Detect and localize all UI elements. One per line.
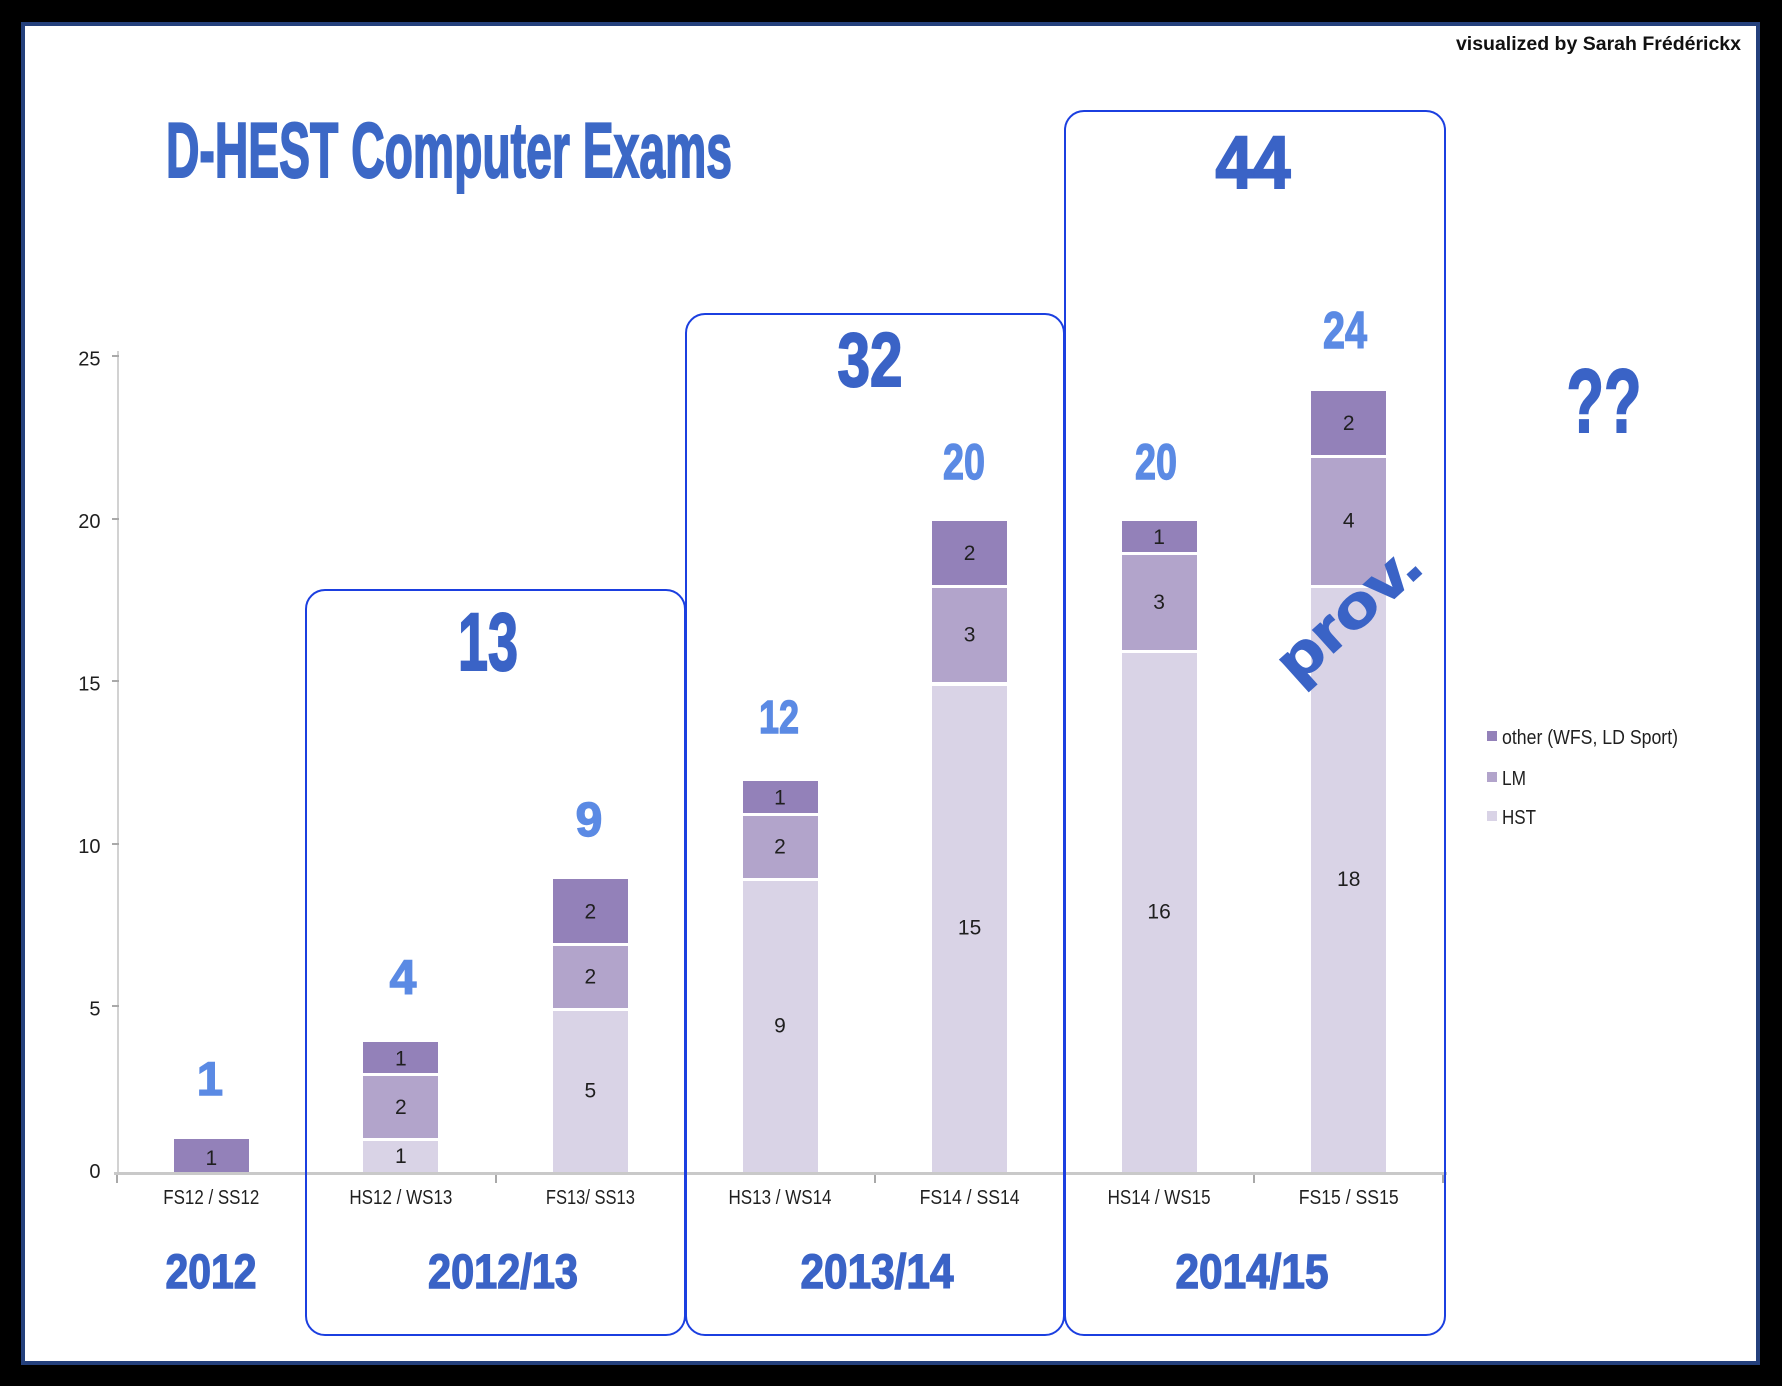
svg-text:18: 18 — [1337, 868, 1360, 891]
svg-text:3: 3 — [1153, 591, 1165, 614]
svg-text:2: 2 — [964, 542, 976, 565]
svg-text:0: 0 — [89, 1161, 100, 1183]
svg-text:FS12 / SS12: FS12 / SS12 — [163, 1187, 259, 1209]
svg-text:visualized by Sarah Frédérickx: visualized by Sarah Frédérickx — [1456, 33, 1741, 55]
svg-text:2012: 2012 — [166, 1246, 257, 1299]
svg-text:HS12 / WS13: HS12 / WS13 — [349, 1187, 452, 1209]
svg-text:FS14 / SS14: FS14 / SS14 — [920, 1187, 1020, 1209]
svg-text:20: 20 — [1135, 434, 1177, 490]
svg-text:HS13 / WS14: HS13 / WS14 — [729, 1187, 832, 1209]
svg-text:1: 1 — [395, 1048, 407, 1071]
svg-text:13: 13 — [458, 597, 518, 688]
svg-text:1: 1 — [205, 1147, 217, 1170]
svg-text:1: 1 — [774, 787, 786, 810]
svg-text:20: 20 — [78, 511, 100, 533]
svg-text:??: ?? — [1567, 352, 1642, 452]
svg-text:2013/14: 2013/14 — [801, 1246, 954, 1299]
svg-text:HST: HST — [1502, 807, 1536, 829]
svg-text:15: 15 — [958, 917, 981, 940]
svg-text:2: 2 — [395, 1096, 407, 1119]
svg-text:other (WFS, LD Sport): other (WFS, LD Sport) — [1502, 727, 1678, 749]
svg-text:24: 24 — [1323, 302, 1367, 360]
svg-text:12: 12 — [759, 691, 799, 743]
svg-text:prov.: prov. — [1262, 532, 1433, 695]
svg-text:44: 44 — [1216, 121, 1291, 204]
svg-text:2: 2 — [774, 835, 786, 858]
svg-text:9: 9 — [576, 794, 603, 847]
svg-text:5: 5 — [585, 1080, 597, 1103]
svg-text:2: 2 — [1343, 412, 1355, 435]
svg-text:2: 2 — [585, 966, 597, 989]
svg-text:1: 1 — [197, 1052, 223, 1105]
svg-text:4: 4 — [1343, 510, 1355, 533]
svg-text:D-HEST Computer Exams: D-HEST Computer Exams — [166, 106, 732, 194]
svg-text:2014/15: 2014/15 — [1176, 1246, 1329, 1299]
svg-text:16: 16 — [1147, 900, 1170, 923]
svg-text:HS14 / WS15: HS14 / WS15 — [1108, 1187, 1211, 1209]
svg-text:3: 3 — [964, 624, 976, 647]
svg-text:15: 15 — [78, 674, 100, 696]
svg-text:LM: LM — [1502, 768, 1526, 790]
svg-text:2012/13: 2012/13 — [428, 1246, 578, 1299]
svg-text:5: 5 — [89, 999, 100, 1021]
svg-text:2: 2 — [585, 901, 597, 924]
svg-text:FS15 / SS15: FS15 / SS15 — [1299, 1187, 1399, 1209]
svg-text:9: 9 — [774, 1015, 786, 1038]
svg-text:1: 1 — [395, 1145, 407, 1168]
svg-text:20: 20 — [943, 434, 985, 490]
svg-text:1: 1 — [1153, 526, 1165, 549]
svg-text:25: 25 — [78, 349, 100, 371]
svg-text:10: 10 — [78, 836, 100, 858]
svg-text:32: 32 — [838, 318, 903, 403]
svg-text:4: 4 — [390, 952, 417, 1005]
svg-text:FS13/ SS13: FS13/ SS13 — [546, 1187, 635, 1209]
